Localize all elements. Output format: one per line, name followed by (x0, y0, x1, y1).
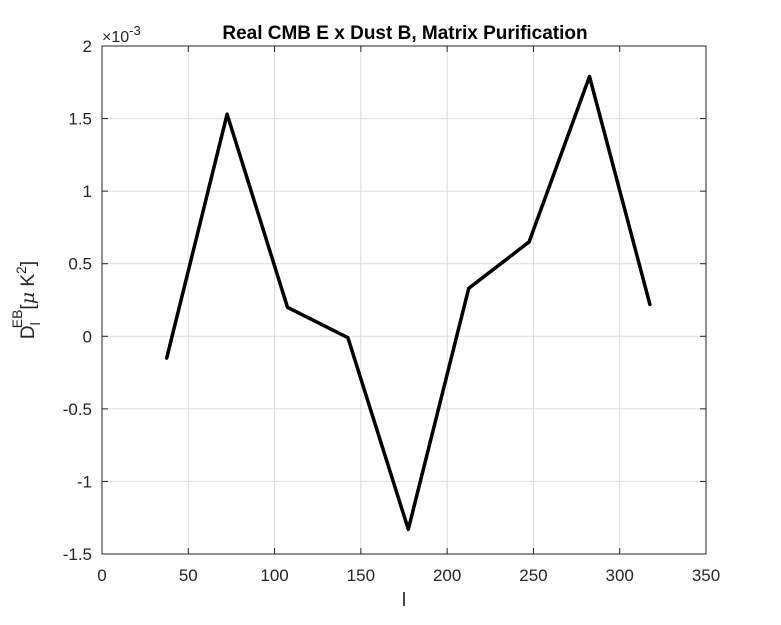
y-multiplier-exponent: -3 (129, 23, 141, 38)
axis-ticks (101, 45, 707, 555)
x-tick-label: 150 (347, 566, 375, 585)
x-axis-label: l (402, 590, 406, 611)
y-label-sub: l (27, 322, 43, 325)
series-layer (164, 74, 652, 532)
chart-title: Real CMB E x Dust B, Matrix Purification (222, 23, 587, 44)
y-multiplier-base: ×10 (102, 29, 129, 46)
grid (101, 45, 707, 555)
y-label-unit-open: [ (18, 304, 39, 310)
y-tick-label: 2 (83, 37, 92, 56)
y-tick-label: 1 (83, 182, 92, 201)
x-tick-labels: 0 50 100 150 200 250 300 350 (97, 566, 720, 585)
y-label-sup: EB (9, 310, 25, 329)
y-tick-label: 0.5 (68, 255, 92, 274)
x-tick-label: 350 (692, 566, 720, 585)
x-tick-label: 0 (97, 566, 106, 585)
y-axis-multiplier: ×10-3 (102, 23, 141, 46)
y-tick-label: 1.5 (68, 110, 92, 129)
x-tick-label: 300 (606, 566, 634, 585)
y-tick-label: -1.5 (63, 545, 92, 564)
y-axis-label: DlEB[μ K2] (9, 261, 43, 339)
y-label-unit-close: ] (18, 261, 39, 266)
x-tick-label: 50 (179, 566, 198, 585)
x-tick-label: 100 (260, 566, 288, 585)
series-line (164, 74, 652, 532)
x-tick-label: 250 (519, 566, 547, 585)
y-label-base: D (18, 325, 39, 339)
y-tick-label: -0.5 (63, 400, 92, 419)
plot-area-frame (101, 45, 707, 555)
x-tick-label: 200 (433, 566, 461, 585)
y-tick-labels: -1.5 -1 -0.5 0 0.5 1 1.5 2 (63, 37, 92, 564)
y-tick-label: 0 (83, 327, 92, 346)
y-label-unit-k-sup: 2 (13, 266, 29, 274)
y-label-unit-mu: μ (17, 292, 39, 304)
y-label-unit-k: K (18, 274, 39, 292)
y-tick-label: -1 (77, 472, 92, 491)
